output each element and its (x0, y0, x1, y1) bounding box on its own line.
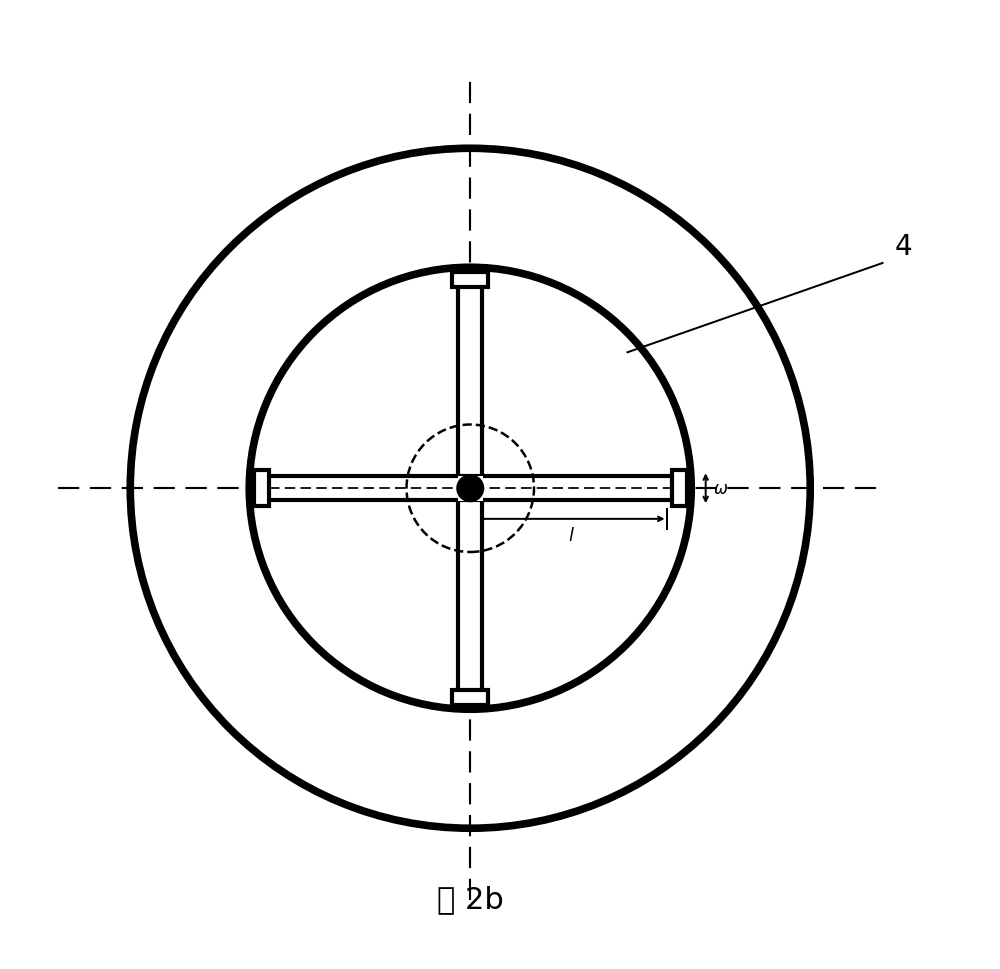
Text: l: l (568, 526, 573, 544)
Text: 4: 4 (895, 233, 913, 261)
Text: ω: ω (714, 480, 728, 498)
Bar (458, 476, 483, 502)
Bar (254, 471, 269, 507)
Bar (452, 272, 488, 288)
Circle shape (458, 476, 483, 502)
Bar (452, 690, 488, 705)
Text: 图 2b: 图 2b (437, 885, 504, 914)
Bar (458, 272, 482, 705)
Bar (254, 477, 687, 501)
Bar (672, 471, 687, 507)
